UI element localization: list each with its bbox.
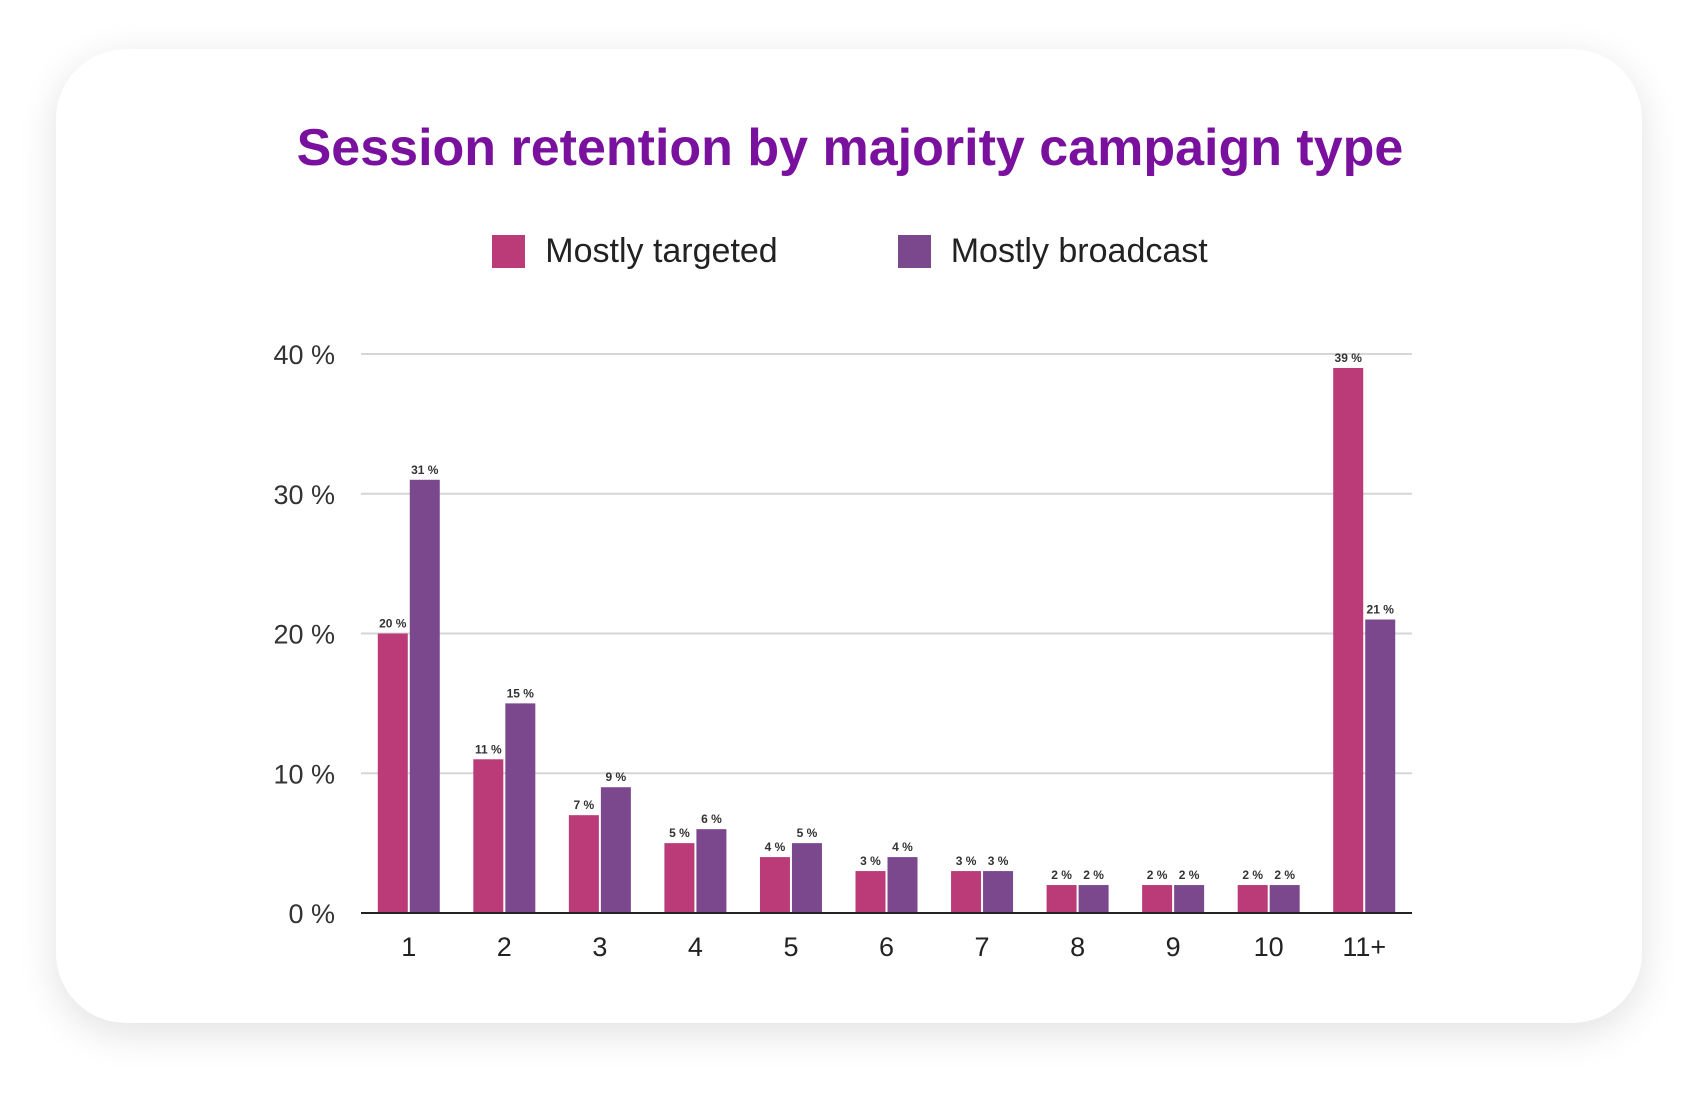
- bar-targeted: [568, 815, 599, 913]
- data-label: 4 %: [892, 840, 913, 854]
- bar-broadcast: [1269, 885, 1300, 913]
- legend: Mostly targeted Mostly broadcast: [0, 232, 1700, 271]
- data-label: 2 %: [1274, 868, 1295, 882]
- x-tick-label: 9: [1166, 932, 1181, 962]
- x-tick-label: 7: [975, 932, 990, 962]
- bar-broadcast: [409, 479, 440, 913]
- data-label: 7 %: [574, 798, 595, 812]
- bar-broadcast: [1174, 885, 1205, 913]
- x-tick-label: 4: [688, 932, 703, 962]
- data-label: 39 %: [1335, 351, 1363, 365]
- x-tick-label: 5: [783, 932, 798, 962]
- bar-targeted: [855, 871, 886, 913]
- chart-title: Session retention by majority campaign t…: [296, 119, 1404, 177]
- x-tick-label: 11+: [1342, 932, 1386, 962]
- data-label: 6 %: [701, 812, 722, 826]
- legend-label-targeted: Mostly targeted: [545, 232, 778, 270]
- legend-swatch-targeted: [492, 235, 526, 268]
- x-tick-label: 3: [592, 932, 607, 962]
- bar-broadcast: [600, 787, 631, 913]
- legend-item-broadcast: Mostly broadcast: [897, 232, 1208, 271]
- data-label: 5 %: [797, 826, 818, 840]
- x-tick-label: 8: [1070, 932, 1085, 962]
- data-label: 15 %: [507, 686, 535, 700]
- y-tick-label: 20 %: [273, 620, 335, 650]
- bar-targeted: [1046, 885, 1077, 913]
- data-label: 2 %: [1051, 868, 1072, 882]
- bar-targeted: [951, 871, 982, 913]
- data-label: 2 %: [1147, 868, 1168, 882]
- y-tick-label: 30 %: [273, 480, 335, 510]
- bar-broadcast: [1365, 619, 1396, 913]
- data-label: 3 %: [988, 854, 1009, 868]
- data-label: 21 %: [1367, 603, 1395, 617]
- y-tick-label: 40 %: [273, 340, 335, 370]
- bar-targeted: [1237, 885, 1268, 913]
- bar-targeted: [473, 759, 504, 913]
- bar-targeted: [377, 633, 408, 913]
- legend-label-broadcast: Mostly broadcast: [950, 232, 1208, 270]
- x-tick-label: 1: [401, 932, 416, 962]
- bar-broadcast: [505, 703, 536, 913]
- bar-targeted: [759, 857, 790, 913]
- bar-broadcast: [696, 829, 727, 913]
- data-label: 11 %: [475, 742, 502, 756]
- data-label: 3 %: [860, 854, 881, 868]
- y-tick-label: 0 %: [288, 899, 335, 929]
- x-tick-label: 10: [1254, 932, 1284, 962]
- legend-swatch-broadcast: [897, 235, 931, 268]
- bar-broadcast: [1078, 885, 1109, 913]
- data-label: 9 %: [606, 770, 627, 784]
- data-label: 31 %: [411, 463, 439, 477]
- y-tick-label: 10 %: [273, 759, 335, 789]
- x-tick-label: 6: [879, 932, 894, 962]
- data-label: 4 %: [765, 840, 786, 854]
- data-label: 2 %: [1083, 868, 1104, 882]
- bar-broadcast: [887, 857, 918, 913]
- data-label: 2 %: [1242, 868, 1263, 882]
- data-label: 20 %: [379, 617, 407, 631]
- bar-broadcast: [983, 871, 1014, 913]
- legend-item-targeted: Mostly targeted: [492, 232, 778, 271]
- bar-broadcast: [791, 843, 822, 913]
- bar-targeted: [1142, 885, 1173, 913]
- data-label: 2 %: [1179, 868, 1200, 882]
- data-label: 5 %: [669, 826, 690, 840]
- data-label: 3 %: [956, 854, 977, 868]
- x-tick-label: 2: [497, 932, 512, 962]
- bar-targeted: [664, 843, 695, 913]
- bar-targeted: [1333, 367, 1364, 914]
